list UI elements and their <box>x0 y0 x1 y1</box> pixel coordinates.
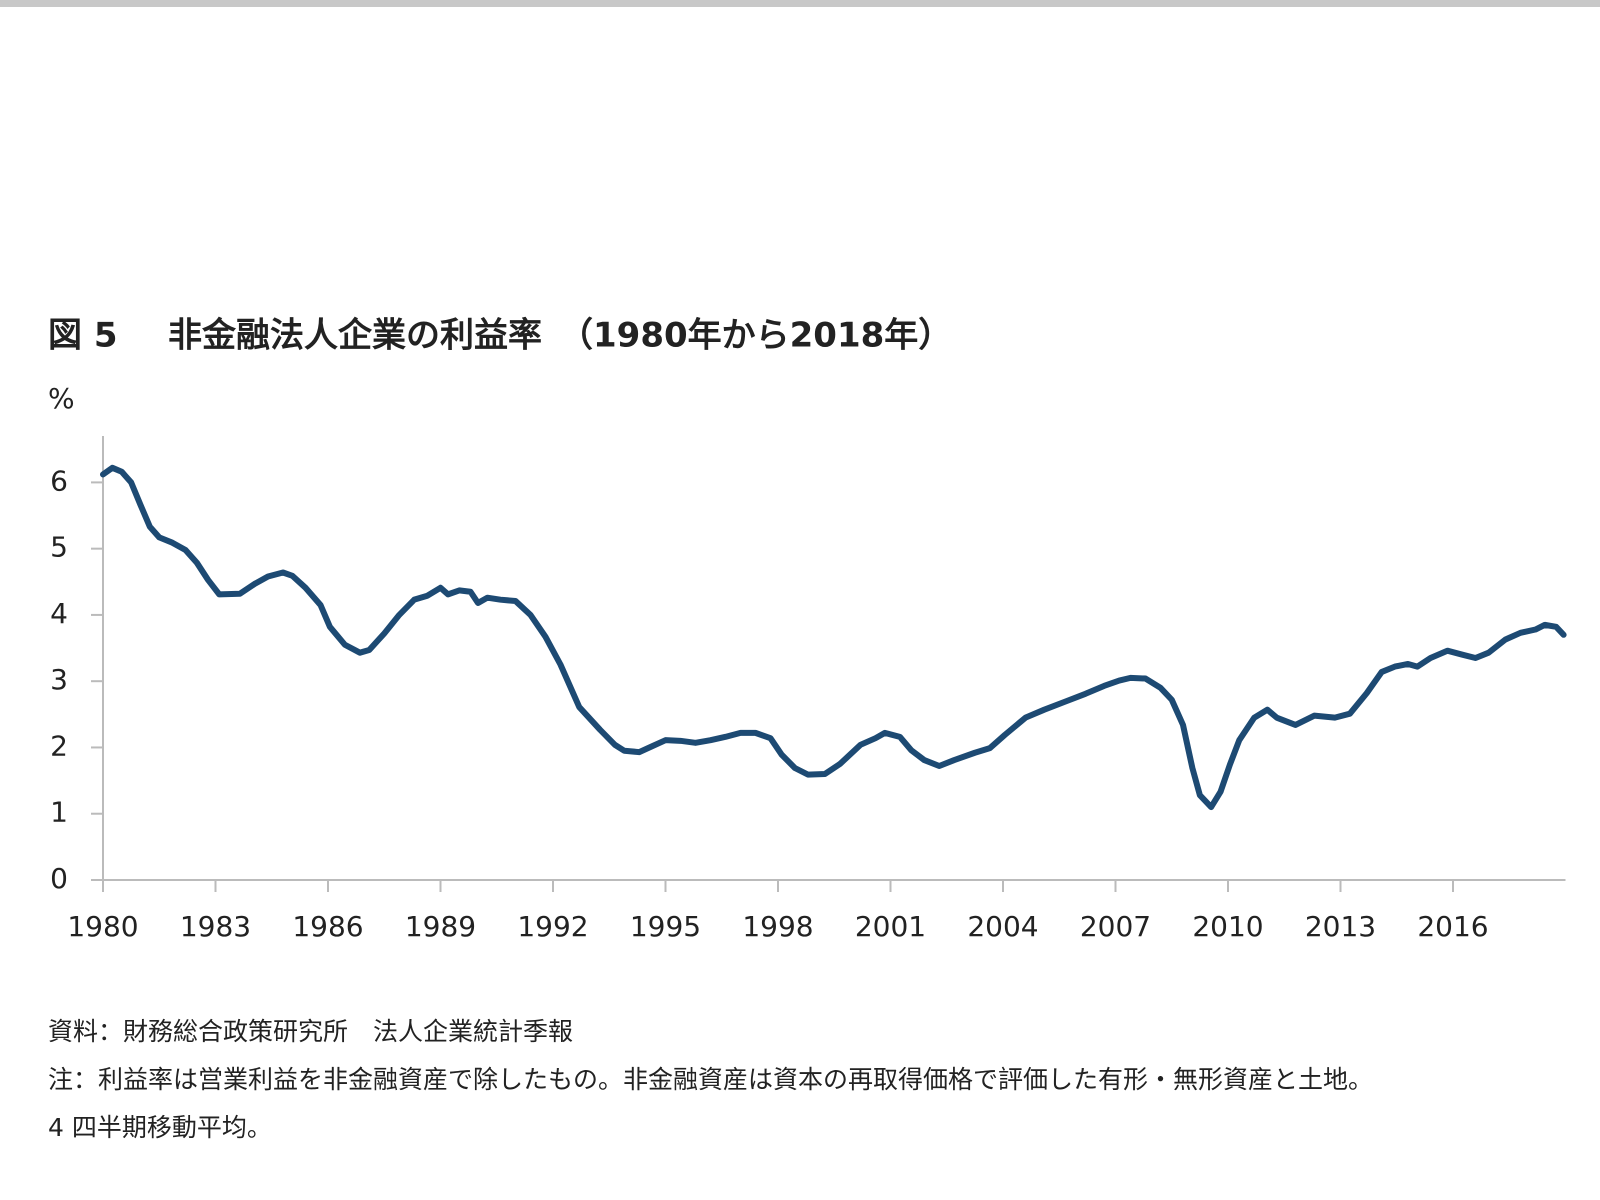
x-tick-label: 2001 <box>855 910 926 943</box>
x-tick-label: 2004 <box>967 910 1038 943</box>
y-tick-label: 1 <box>50 796 68 829</box>
x-tick-label: 2007 <box>1080 910 1151 943</box>
line <box>100 464 1567 811</box>
note: 注：利益率は営業利益を非金融資産で除したもの。非金融資産は資本の再取得価格で評価… <box>48 1065 1373 1094</box>
y-tick-label: 6 <box>50 464 68 497</box>
y-tick-label: 3 <box>50 663 68 696</box>
chart-title: 非金融法人企業の利益率 （1980年から2018年） <box>168 316 952 356</box>
source: 資料：財務総合政策研究所 法人企業統計季報 <box>48 1017 573 1046</box>
x-tick-label: 1986 <box>292 910 363 943</box>
x-tick-label: 1983 <box>180 910 251 943</box>
y-tick-label: 0 <box>50 862 68 895</box>
x-tick-label: 2016 <box>1417 910 1488 943</box>
y-tick-label: 5 <box>50 531 68 564</box>
y-tick-label: 2 <box>50 729 68 762</box>
x-tick-label: 1995 <box>630 910 701 943</box>
x-tick-label: 2010 <box>1192 910 1263 943</box>
figure-label: 図 5 <box>48 316 118 356</box>
y-tick-label: 4 <box>50 597 68 630</box>
top-bar <box>0 0 1600 7</box>
x-tick-label: 1980 <box>67 910 138 943</box>
x-tick-label: 1989 <box>405 910 476 943</box>
x-tick-label: 1998 <box>742 910 813 943</box>
note: 4 四半期移動平均。 <box>48 1113 272 1142</box>
y-axis-label: % <box>48 382 75 415</box>
x-tick-label: 2013 <box>1305 910 1376 943</box>
x-tick-label: 1992 <box>517 910 588 943</box>
